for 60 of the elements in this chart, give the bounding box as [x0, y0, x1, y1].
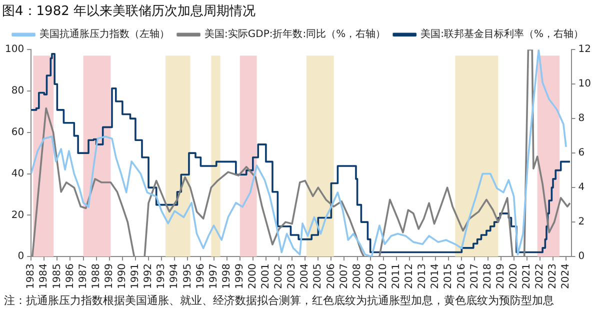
- chart-title: 图4：1982 年以来美联储历次加息周期情况: [2, 3, 256, 20]
- x-tick-label: 2023: [548, 264, 559, 290]
- y-tick-label: 0: [18, 251, 24, 262]
- x-tick-label: 2015: [443, 264, 454, 290]
- x-tick-label: 1999: [234, 264, 246, 290]
- x-tick-label: 1995: [182, 264, 194, 290]
- x-tick-label: 2020: [508, 264, 520, 290]
- x-tick-label: 1984: [38, 264, 50, 290]
- y2-tick-label: 10: [578, 78, 592, 90]
- x-tick-label: 2012: [404, 264, 416, 290]
- x-tick-label: 1989: [104, 264, 115, 290]
- x-tick-label: 1991: [130, 264, 142, 290]
- legend-label: 美国:实际GDP:折年数:同比（%，右轴）: [204, 28, 386, 40]
- text: 注：抗通胀压力指数根据美国通胀、就业、经济数据拟合测算，红色底纹为抗通胀型加息，黄色底纹为预防型加息: [4, 293, 555, 309]
- x-tick-label: 1988: [90, 264, 102, 290]
- x-tick-label: 1997: [208, 264, 220, 290]
- x-tick-label: 2014: [430, 264, 442, 290]
- x-tick-label: 1986: [64, 264, 76, 290]
- x-tick-label: 2021: [522, 264, 533, 290]
- x-tick-label: 2017: [469, 264, 480, 290]
- x-tick-label: 1993: [156, 264, 168, 290]
- x-tick-label: 2007: [338, 264, 350, 290]
- x-tick-label: 2002: [274, 264, 285, 290]
- y-tick-label: 60: [11, 126, 24, 138]
- x-tick-label: 2010: [378, 264, 389, 290]
- y-tick-label: 80: [11, 86, 24, 97]
- y-tick-label: 40: [11, 168, 24, 180]
- y2-tick-label: 4: [578, 182, 585, 194]
- legend-label: 美国:联邦基金目标利率（%，右轴）: [420, 28, 584, 40]
- y2-tick-label: 6: [578, 148, 585, 159]
- x-tick-label: 2006: [326, 264, 337, 290]
- x-tick-label: 2004: [300, 264, 311, 290]
- y-tick-label: 20: [11, 210, 24, 221]
- x-tick-label: 1983: [26, 264, 37, 290]
- x-tick-label: 1992: [143, 264, 154, 290]
- x-tick-label: 2009: [364, 264, 376, 290]
- x-tick-label: 1987: [78, 264, 89, 290]
- x-tick-label: 2001: [260, 264, 272, 290]
- x-tick-label: 2000: [247, 264, 258, 290]
- y2-tick-label: 8: [578, 113, 585, 124]
- x-tick-label: 1996: [195, 264, 206, 290]
- x-tick-label: 1985: [52, 264, 63, 290]
- x-tick-label: 2008: [352, 264, 363, 290]
- x-tick-label: 1998: [221, 264, 232, 290]
- x-tick-label: 2011: [391, 264, 402, 290]
- x-tick-label: 2003: [286, 264, 298, 290]
- x-tick-label: 1994: [169, 264, 180, 290]
- y2-tick-label: 2: [578, 216, 585, 228]
- legend-label: 美国抗通胀压力指数（左轴）: [40, 28, 170, 40]
- y2-tick-label: 12: [578, 44, 592, 56]
- x-tick-label: 1990: [117, 264, 128, 290]
- x-tick-label: 2016: [456, 264, 468, 290]
- y2-tick-label: 0: [578, 251, 585, 262]
- x-tick-label: 2018: [482, 264, 494, 290]
- x-tick-label: 2022: [534, 264, 546, 290]
- y-tick-label: 100: [4, 44, 24, 56]
- x-tick-label: 2024: [560, 264, 572, 290]
- x-tick-label: 2019: [495, 264, 506, 290]
- x-tick-label: 2013: [417, 264, 428, 290]
- x-tick-label: 2005: [312, 264, 324, 290]
